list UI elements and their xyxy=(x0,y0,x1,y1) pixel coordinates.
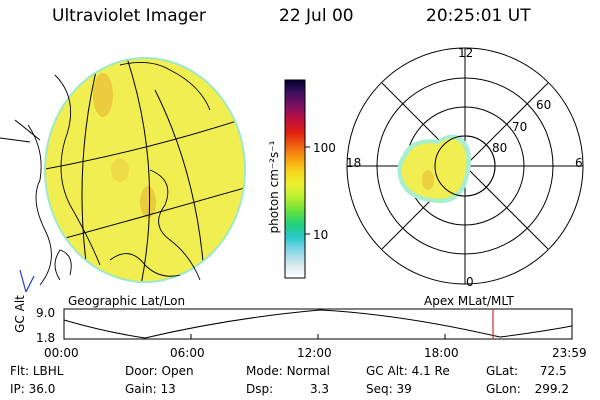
apex-label: Apex MLat/MLT xyxy=(424,294,514,308)
glon-status: GLon: 299.2 xyxy=(486,382,569,396)
xtick-label-3: 18:00 xyxy=(424,346,459,360)
dsp-status: Dsp: 3.3 xyxy=(246,382,329,396)
colorbar-unit-label: photon cm⁻²s⁻¹ xyxy=(267,140,281,234)
polar-plot xyxy=(346,47,584,285)
flt-value: LBHL xyxy=(32,364,64,378)
oval-patch xyxy=(422,170,434,190)
glat-value: 72.5 xyxy=(539,364,567,378)
glat-status: GLat: 72.5 xyxy=(486,364,567,378)
globe-disk xyxy=(46,59,244,281)
gain-value: 13 xyxy=(160,382,176,396)
mlat-60-label: 60 xyxy=(536,98,552,112)
gain-label: Gain: xyxy=(125,382,157,396)
dsp-label: Dsp: xyxy=(246,382,274,396)
geographic-image xyxy=(0,57,246,292)
auroral-oval xyxy=(401,138,467,200)
date-label: 22 Jul 00 xyxy=(279,6,354,26)
xtick-label-1: 06:00 xyxy=(170,346,205,360)
door-status: Door: Open xyxy=(125,364,194,378)
seq-status: Seq: 39 xyxy=(366,382,412,396)
coast-fragment xyxy=(19,269,35,292)
xtick-label-2: 12:00 xyxy=(297,346,332,360)
xtick-label-4: 23:59 xyxy=(552,346,587,360)
glon-label: GLon: xyxy=(486,382,521,396)
mode-label: Mode: xyxy=(246,364,283,378)
altitude-curve xyxy=(63,309,573,339)
altitude-ymax: 9.0 xyxy=(36,306,56,320)
aurora-patches xyxy=(93,73,156,218)
colorbar-gradient xyxy=(284,79,306,279)
ip-status: IP: 36.0 xyxy=(10,382,55,396)
glat-label: GLat: xyxy=(486,364,519,378)
flt-status: Flt: LBHL xyxy=(10,364,63,378)
altitude-ymin: 1.8 xyxy=(36,331,56,345)
colorbar xyxy=(284,79,310,279)
geographic-label: Geographic Lat/Lon xyxy=(68,294,186,308)
instrument-title: Ultraviolet Imager xyxy=(52,6,206,26)
grid-outside xyxy=(0,119,41,143)
altitude-ylabel: GC Alt xyxy=(13,295,27,333)
mlat-80-label: 80 xyxy=(492,141,508,155)
door-value: Open xyxy=(161,364,194,378)
xtick-label-0: 00:00 xyxy=(44,346,79,360)
dsp-value: 3.3 xyxy=(309,382,330,396)
mode-status: Mode: Normal xyxy=(246,364,330,378)
mlt-12-label: 12 xyxy=(458,46,474,60)
mlt-18-label: 18 xyxy=(346,156,362,170)
flt-label: Flt: xyxy=(10,364,29,378)
coastlines xyxy=(27,61,211,286)
seq-value: 39 xyxy=(396,382,412,396)
seq-label: Seq: xyxy=(366,382,393,396)
altitude-plot xyxy=(63,308,573,340)
glon-value: 299.2 xyxy=(534,382,569,396)
gcalt-label: GC Alt: xyxy=(366,364,408,378)
colorbar-label-100: 100 xyxy=(313,141,336,155)
mode-value: Normal xyxy=(286,364,330,378)
ip-label: IP: xyxy=(10,382,25,396)
ip-value: 36.0 xyxy=(28,382,56,396)
gain-status: Gain: 13 xyxy=(125,382,176,396)
gcalt-status: GC Alt: 4.1 Re xyxy=(366,364,450,378)
polar-ring-80-overlay xyxy=(434,135,496,197)
colorbar-label-10: 10 xyxy=(313,228,329,242)
gcalt-value: 4.1 Re xyxy=(411,364,450,378)
mlat-70-label: 70 xyxy=(512,120,528,134)
mlt-6-label: 6 xyxy=(575,156,583,170)
mlt-0-label: 0 xyxy=(466,275,474,289)
door-label: Door: xyxy=(125,364,158,378)
time-label: 20:25:01 UT xyxy=(426,6,531,26)
